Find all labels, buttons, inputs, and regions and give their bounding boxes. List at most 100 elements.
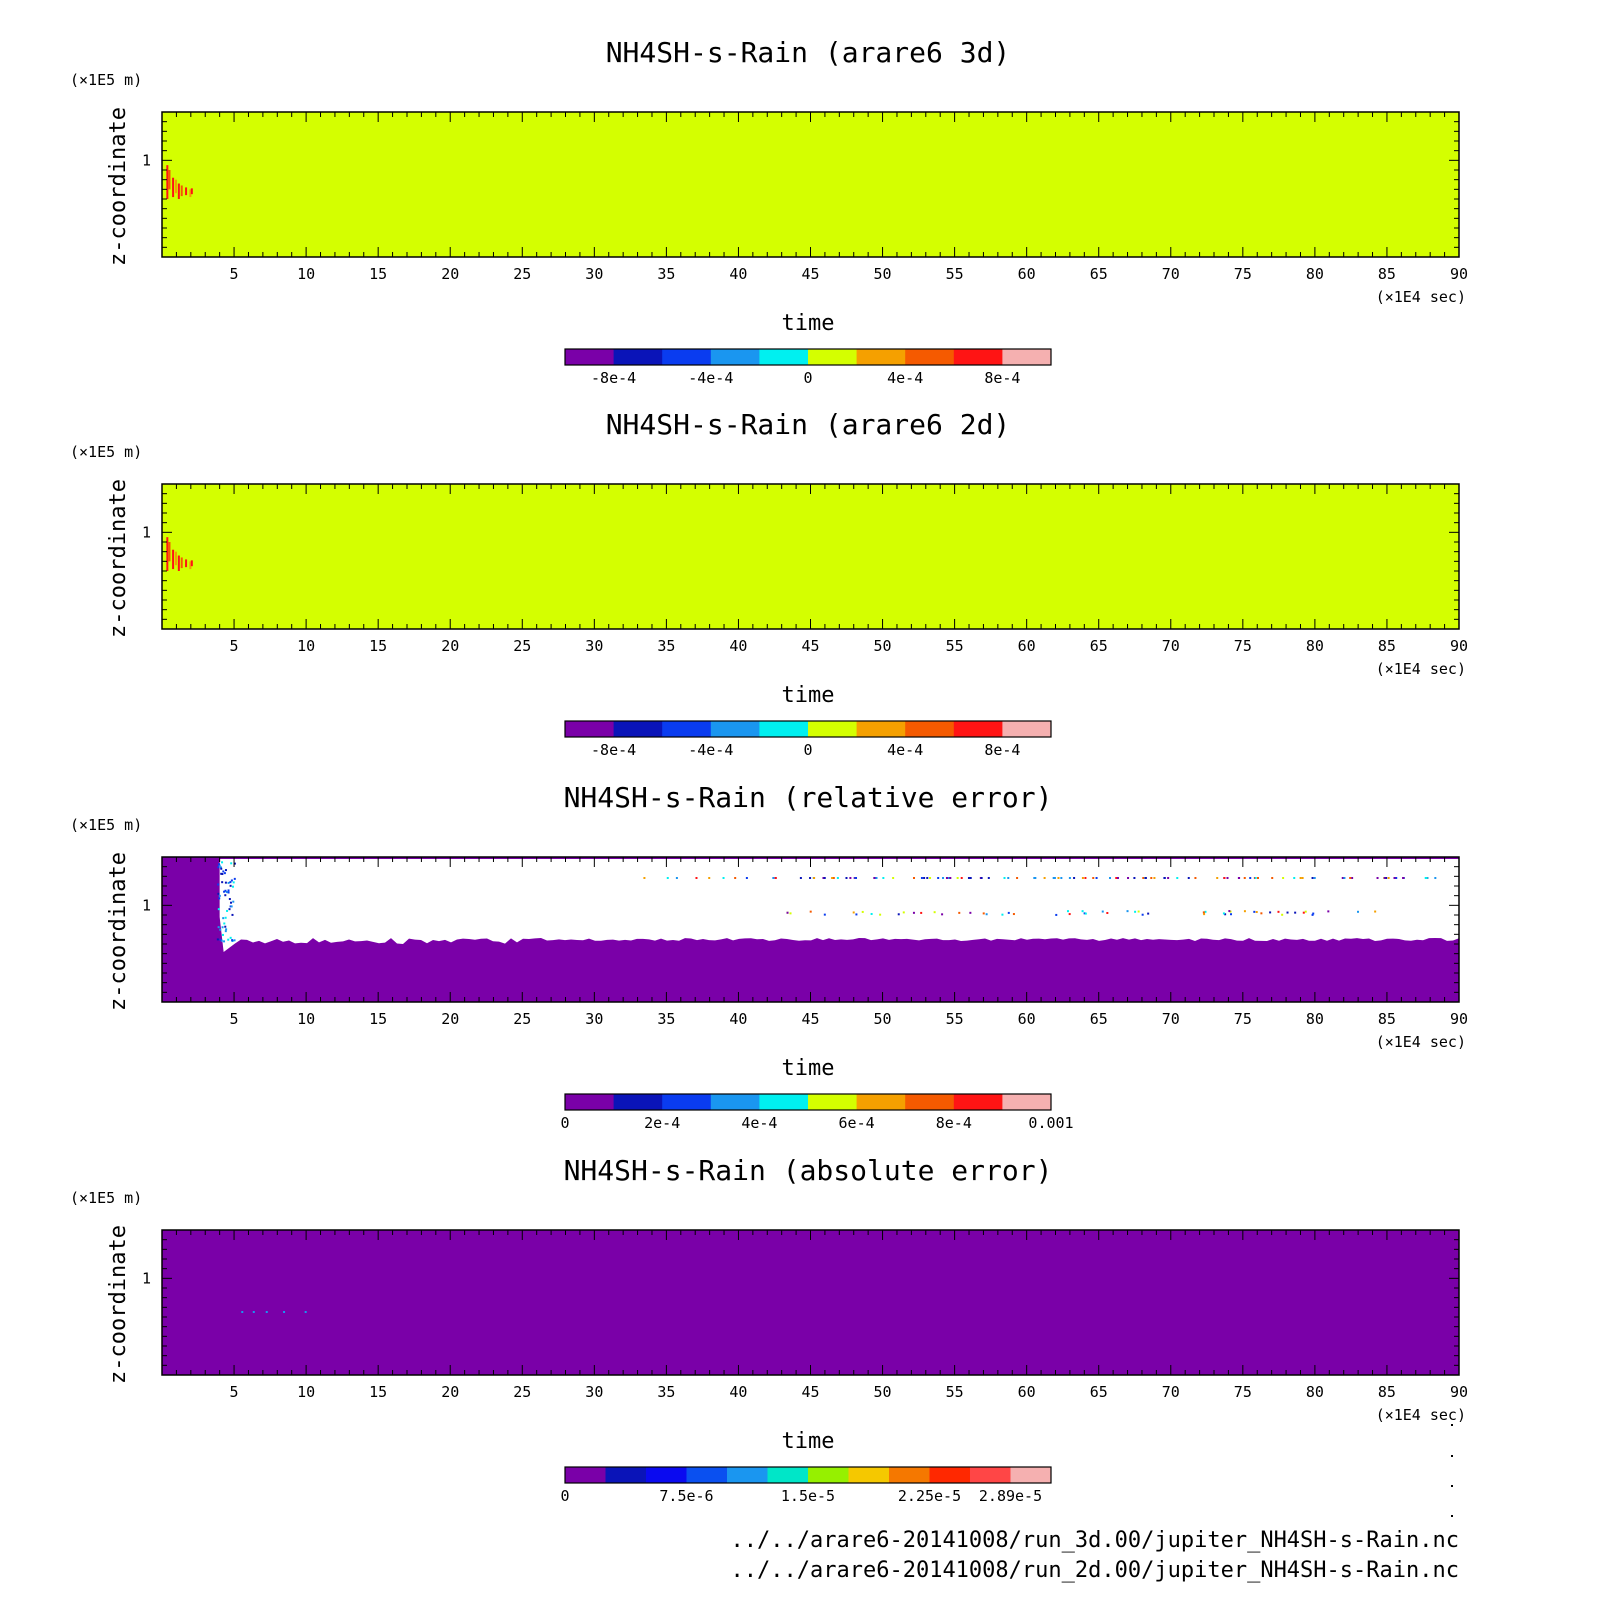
heatmap-cell — [1003, 877, 1006, 879]
colorbar: 0 7.5e-6 1.5e-5 2.25e-5 2.89e-5 — [560, 1466, 1052, 1505]
x-tick-label: 20 — [441, 637, 459, 655]
heatmap-cell — [1277, 910, 1280, 913]
heatmap-cell — [1176, 877, 1179, 879]
colorbar-label: 8e-4 — [984, 741, 1020, 759]
heatmap-cell — [226, 909, 229, 912]
heatmap-cell — [1068, 913, 1071, 916]
heatmap-cell — [1126, 910, 1129, 913]
colorbar-label: 2.25e-5 — [898, 1487, 961, 1505]
x-tick-label: 20 — [441, 265, 459, 283]
heatmap-cell — [227, 881, 230, 884]
heatmap-cell — [217, 866, 220, 869]
heatmap-cell — [229, 884, 232, 887]
x-tick-label: 80 — [1306, 637, 1324, 655]
heatmap-cell — [224, 869, 227, 872]
x-tick-label: 50 — [874, 1010, 892, 1028]
heatmap-cell — [882, 877, 885, 879]
heatmap-cell — [180, 557, 183, 569]
x-tick-label: 55 — [946, 1010, 964, 1028]
heatmap-cell — [1133, 877, 1136, 879]
heatmap-cell — [283, 1311, 286, 1313]
heatmap-cell — [879, 913, 882, 916]
heatmap-cell — [1142, 877, 1145, 879]
x-tick-label: 90 — [1450, 637, 1468, 655]
stray-dot — [1451, 1455, 1453, 1457]
y-axis-label: z-coordinate — [106, 852, 131, 1011]
heatmap-cell — [219, 938, 222, 941]
heatmap-cell — [987, 877, 990, 879]
colorbar-label: 2e-4 — [644, 1114, 680, 1132]
heatmap-background — [162, 1230, 1459, 1375]
x-tick-label: 70 — [1162, 1383, 1180, 1401]
chart-title: NH4SH-s-Rain (absolute error) — [564, 1154, 1053, 1187]
heatmap-cell — [695, 877, 698, 879]
colorbar-frame — [564, 1466, 1052, 1484]
heatmap-cell — [168, 170, 171, 190]
y-tick-label: 1 — [142, 896, 151, 914]
heatmap-cell — [224, 930, 227, 933]
heatmap-cell — [873, 877, 876, 879]
heatmap-cell — [786, 911, 789, 914]
heatmap-cell — [1304, 910, 1307, 913]
heatmap-cell — [220, 939, 223, 942]
heatmap-white-area — [219, 859, 1460, 952]
x-tick-label: 35 — [657, 637, 675, 655]
colorbar-swatch — [929, 1467, 971, 1483]
colorbar-label: 8e-4 — [984, 369, 1020, 387]
heatmap-cell — [845, 877, 848, 879]
heatmap-cell — [224, 916, 227, 919]
heatmap-positive-patch — [166, 537, 193, 571]
colorbar-swatch — [710, 349, 760, 365]
footer-path-1: ../../arare6-20141008/run_3d.00/jupiter_… — [731, 1528, 1459, 1553]
heatmap-cell — [1327, 910, 1330, 913]
heatmap-cell — [233, 877, 236, 880]
x-tick-label: 45 — [801, 637, 819, 655]
x-tick-label: 5 — [230, 1010, 239, 1028]
heatmap-cell — [920, 911, 923, 914]
heatmap-cell — [982, 912, 985, 915]
colorbar-swatch — [605, 1467, 647, 1483]
heatmap-cell — [1282, 877, 1285, 879]
heatmap-cell — [913, 877, 916, 879]
colorbar-swatch — [646, 1467, 687, 1483]
x-tick-label: 35 — [657, 1383, 675, 1401]
chart-title: NH4SH-s-Rain (relative error) — [564, 781, 1053, 814]
heatmap-cell — [221, 926, 224, 929]
x-tick-label: 65 — [1090, 265, 1108, 283]
heatmap-cell — [1060, 877, 1063, 879]
y-axis-unit: (×1E5 m) — [70, 443, 142, 461]
heatmap-cell — [1084, 912, 1087, 915]
heatmap-cell — [223, 872, 226, 875]
heatmap-cell — [969, 911, 972, 914]
colorbar-label: 7.5e-6 — [659, 1487, 713, 1505]
heatmap-cell — [1216, 877, 1219, 879]
heatmap-cell — [1374, 910, 1377, 913]
heatmap-cell — [933, 911, 936, 914]
heatmap-cell — [1223, 877, 1226, 879]
heatmap-cell — [1293, 877, 1296, 879]
heatmap-cell — [1016, 877, 1019, 879]
heatmap-cell — [217, 908, 220, 911]
colorbar-swatch — [856, 1094, 906, 1110]
stray-dot — [1451, 1515, 1453, 1517]
heatmap-cell — [809, 910, 812, 913]
heatmap-cell — [233, 862, 236, 865]
heatmap-cell — [920, 877, 923, 879]
heatmap-cell — [942, 877, 945, 879]
heatmap-cell — [221, 881, 224, 884]
heatmap-cell — [1281, 913, 1284, 916]
x-tick-label: 90 — [1450, 1010, 1468, 1028]
colorbar-label: 4e-4 — [887, 741, 923, 759]
heatmap-cell — [1222, 912, 1225, 915]
heatmap-cell — [980, 877, 983, 879]
x-axis-label: time — [782, 311, 835, 336]
colorbar-label: 0 — [803, 741, 812, 759]
colorbar-swatch — [1002, 349, 1052, 365]
x-tick-label: 25 — [513, 1383, 531, 1401]
heatmap-cell — [823, 913, 826, 916]
heatmap-cell — [1226, 877, 1229, 879]
heatmap-cell — [1385, 877, 1388, 879]
x-axis-label: time — [782, 683, 835, 708]
heatmap-speckles — [241, 1311, 307, 1313]
